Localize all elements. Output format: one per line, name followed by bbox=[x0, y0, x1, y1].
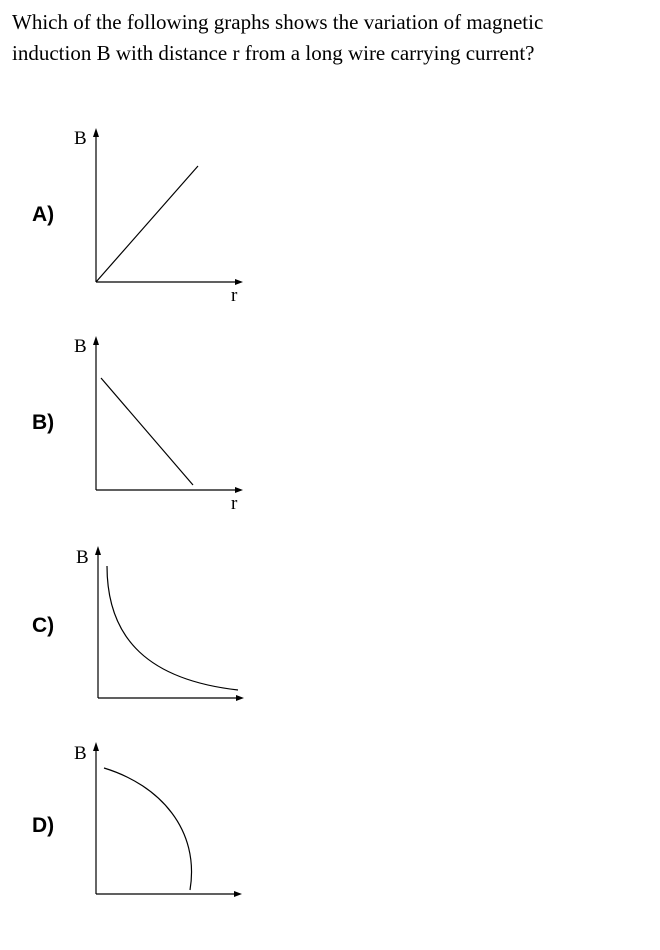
option-label: C) bbox=[32, 614, 54, 637]
graph bbox=[95, 546, 244, 701]
y-axis-label: B bbox=[74, 128, 87, 149]
x-axis-label: r bbox=[231, 285, 238, 306]
graph bbox=[93, 336, 243, 493]
option-label: D) bbox=[32, 814, 54, 837]
graph bbox=[93, 742, 242, 897]
y-axis-label: B bbox=[76, 547, 89, 568]
option-label: B) bbox=[32, 411, 54, 434]
y-axis-label: B bbox=[74, 743, 87, 764]
question-line: induction B with distance r from a long … bbox=[12, 41, 535, 65]
graph bbox=[93, 128, 243, 285]
x-axis-label: r bbox=[231, 493, 238, 514]
question-line: Which of the following graphs shows the … bbox=[12, 10, 543, 34]
option-label: A) bbox=[32, 203, 54, 226]
y-axis-label: B bbox=[74, 336, 87, 357]
